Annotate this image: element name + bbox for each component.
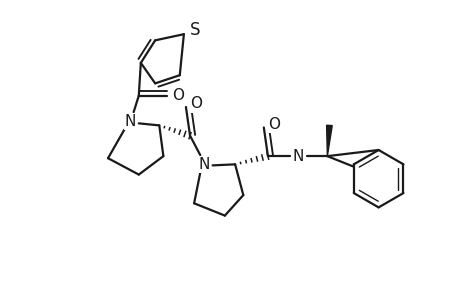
Text: N: N bbox=[292, 148, 304, 164]
Text: S: S bbox=[190, 21, 200, 39]
Polygon shape bbox=[326, 125, 331, 156]
Text: O: O bbox=[171, 88, 183, 103]
Text: N: N bbox=[125, 114, 136, 129]
Text: N: N bbox=[198, 157, 210, 172]
Text: O: O bbox=[268, 117, 280, 132]
Text: O: O bbox=[190, 96, 202, 111]
